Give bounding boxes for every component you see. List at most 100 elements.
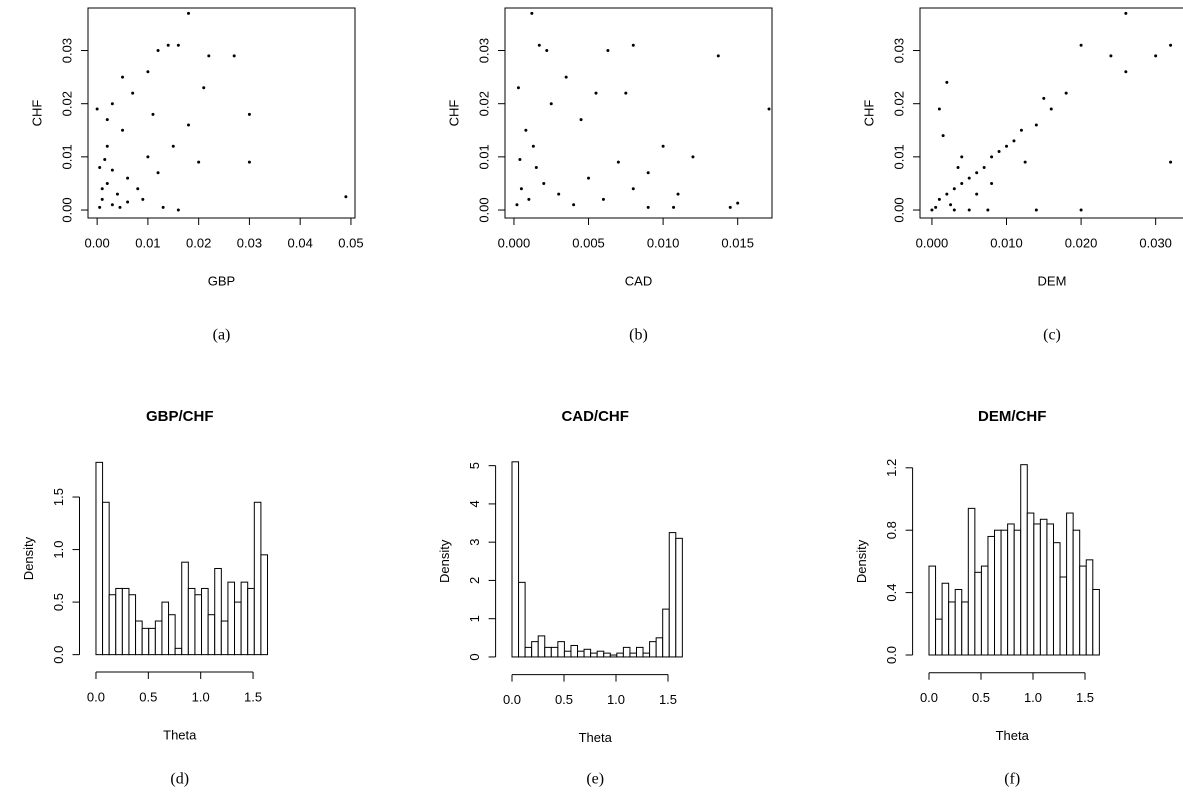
x-axis-label: Theta — [996, 728, 1030, 743]
point — [587, 176, 591, 180]
point — [975, 192, 979, 196]
x-tick-label: 0.05 — [338, 235, 363, 250]
bar — [1059, 576, 1068, 656]
x-tick-label: 0.005 — [572, 235, 605, 250]
point — [1079, 43, 1083, 47]
chart-title: CAD/CHF — [561, 408, 629, 425]
y-tick-label: 0 — [467, 653, 482, 660]
x-tick-label: 0.0 — [87, 689, 105, 704]
y-tick-label: 0.02 — [476, 91, 491, 116]
bar — [935, 618, 943, 656]
point — [945, 192, 949, 196]
bar — [649, 641, 657, 658]
point — [1154, 54, 1158, 58]
bar — [675, 537, 683, 658]
bar — [948, 601, 956, 656]
point — [100, 197, 104, 201]
bar — [1052, 542, 1061, 656]
bar — [214, 567, 222, 656]
y-axis-label: CHF — [446, 100, 461, 127]
bar — [980, 565, 989, 656]
point — [156, 49, 160, 53]
y-tick-label: 0.01 — [59, 144, 74, 169]
bar — [95, 461, 104, 656]
point — [1049, 107, 1053, 111]
y-tick-label: 0.0 — [884, 646, 899, 664]
point — [1005, 144, 1009, 148]
bar — [240, 581, 249, 656]
point — [672, 205, 676, 209]
x-tick-label: 0.000 — [916, 235, 949, 250]
point — [519, 187, 523, 191]
point — [661, 144, 665, 148]
bar — [583, 648, 592, 658]
y-tick-label: 0.8 — [884, 521, 899, 539]
point — [105, 181, 109, 185]
point — [161, 205, 165, 209]
point — [121, 75, 125, 79]
point — [146, 70, 150, 74]
point — [676, 192, 680, 196]
point — [579, 118, 583, 122]
point — [557, 192, 561, 196]
point — [1169, 43, 1173, 47]
bar — [168, 614, 176, 656]
bar — [1026, 512, 1035, 656]
y-tick-label: 0.00 — [891, 197, 906, 222]
point — [537, 43, 541, 47]
point — [631, 187, 635, 191]
point — [136, 187, 140, 191]
point — [1023, 160, 1027, 164]
point — [531, 144, 535, 148]
point — [1042, 96, 1046, 100]
point — [518, 158, 522, 162]
bar — [590, 652, 598, 658]
point — [1019, 128, 1023, 132]
caption: (c) — [1043, 327, 1061, 344]
bar — [1072, 529, 1081, 656]
bar — [161, 601, 170, 656]
bar — [603, 652, 611, 658]
point — [530, 11, 534, 15]
bar — [668, 532, 677, 658]
x-tick-label: 0.020 — [1065, 235, 1098, 250]
y-tick-label: 0.02 — [59, 91, 74, 116]
bar — [1046, 523, 1054, 656]
point — [967, 176, 971, 180]
bar — [1066, 512, 1074, 656]
point — [990, 181, 994, 185]
bar — [577, 650, 585, 658]
bar — [1000, 529, 1009, 656]
plot-box — [504, 7, 773, 219]
bar — [187, 587, 196, 656]
bar — [227, 581, 236, 656]
point — [126, 176, 130, 180]
y-tick-label: 0.5 — [51, 593, 66, 611]
point — [110, 168, 114, 172]
point — [118, 205, 122, 209]
x-axis-label: Theta — [579, 730, 613, 745]
bar — [967, 507, 976, 656]
point — [945, 80, 949, 84]
x-tick-label: 0.010 — [647, 235, 680, 250]
point — [736, 201, 740, 205]
bar — [141, 627, 150, 656]
bar — [234, 601, 242, 656]
bar — [207, 614, 216, 656]
x-tick-label: 1.0 — [607, 692, 625, 707]
bar — [961, 601, 969, 656]
bar — [108, 594, 117, 656]
bar — [181, 561, 189, 656]
y-tick-label: 0.0 — [51, 646, 66, 664]
y-axis-label: CHF — [29, 100, 44, 127]
bar — [247, 587, 255, 656]
bar — [537, 635, 546, 658]
y-tick-label: 1.0 — [51, 541, 66, 559]
bar — [642, 652, 651, 658]
point — [105, 118, 109, 122]
bar — [941, 582, 950, 656]
x-tick-label: 0.02 — [186, 235, 211, 250]
point — [176, 43, 180, 47]
point — [606, 49, 610, 53]
y-tick-label: 0.03 — [59, 38, 74, 63]
